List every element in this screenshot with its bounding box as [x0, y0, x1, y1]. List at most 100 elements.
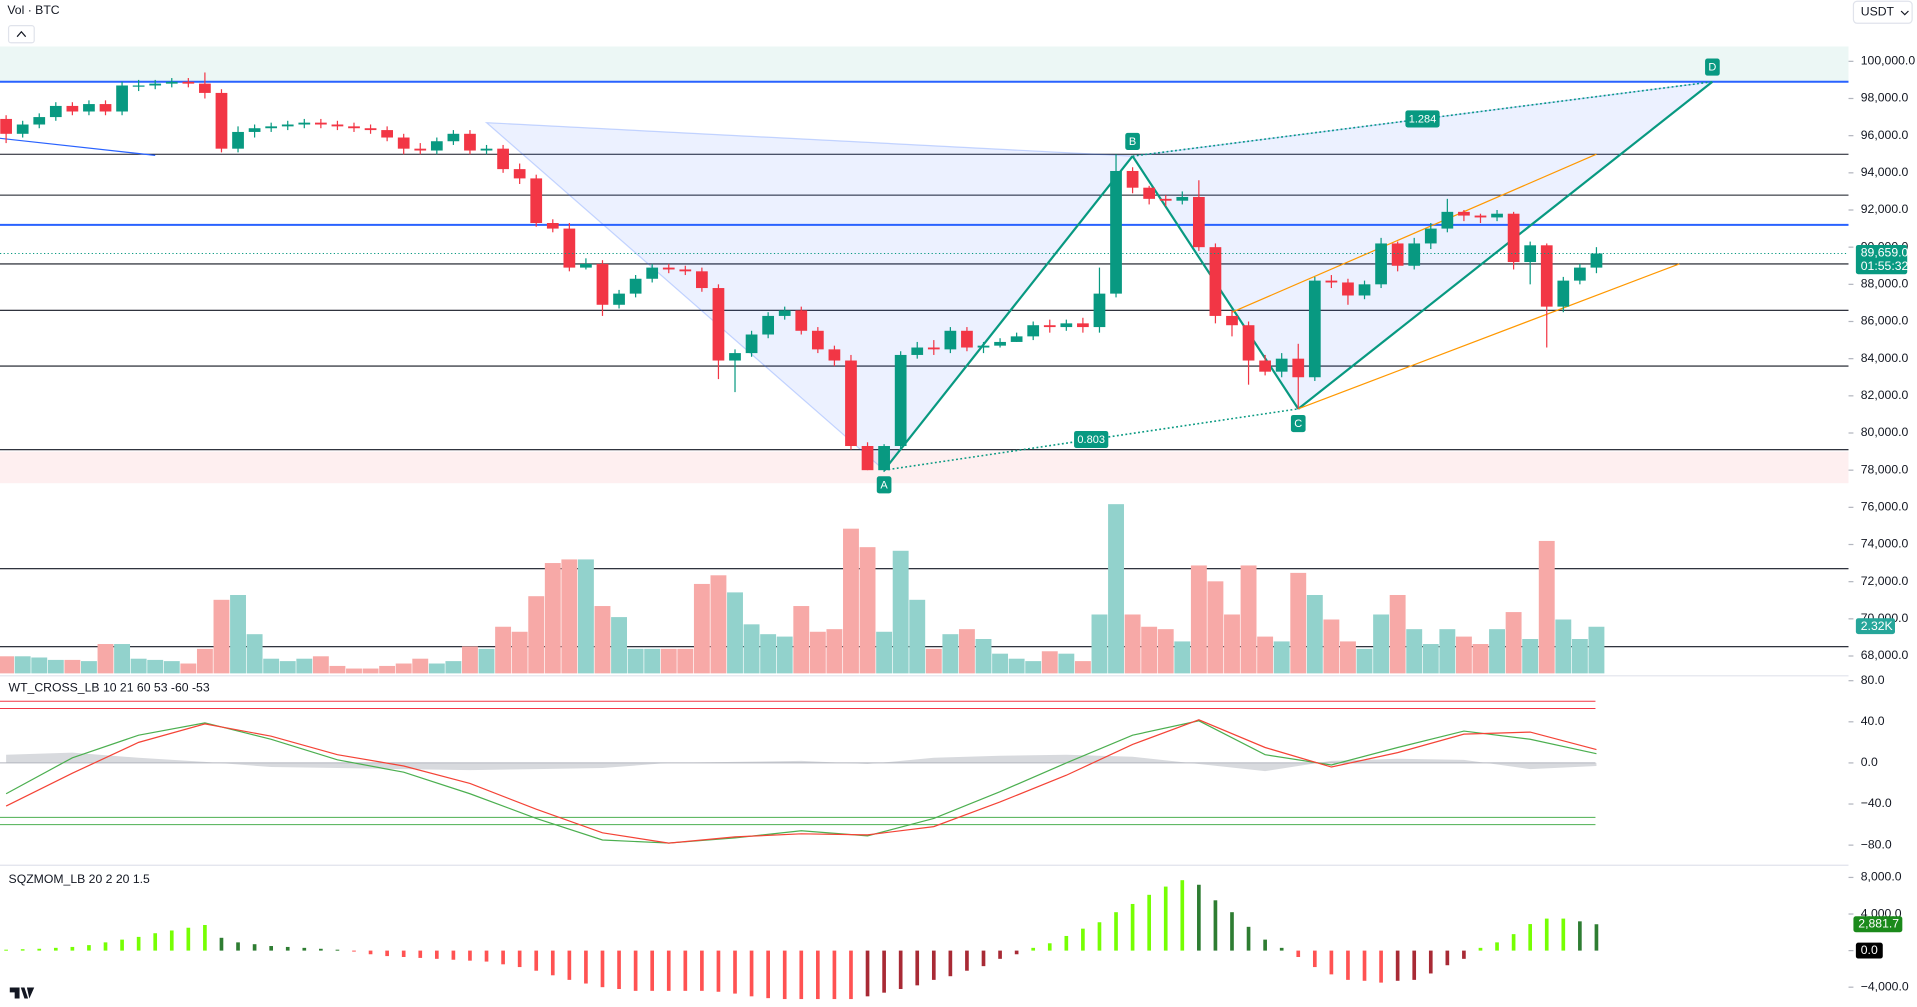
candle-body [1010, 336, 1023, 342]
momentum-bar [20, 949, 25, 951]
y-tick-label: 98,000.0 [1861, 91, 1909, 105]
volume-bar [14, 656, 31, 674]
momentum-bar [700, 950, 704, 991]
momentum-bar [418, 950, 423, 958]
candle-body [33, 117, 46, 125]
volume-bar [230, 594, 246, 674]
candle-body [430, 141, 443, 151]
momentum-bar [1081, 928, 1085, 951]
currency-box[interactable] [1852, 0, 1913, 24]
momentum-bar [816, 950, 820, 1000]
momentum-bar [1064, 935, 1069, 951]
point-box [1290, 414, 1306, 433]
logo [9, 987, 35, 999]
candle-body [530, 178, 543, 224]
candle-body [994, 341, 1006, 346]
candle-body [132, 85, 145, 87]
symbol-title: Vol · BTC [7, 3, 59, 17]
momentum-bar [1296, 950, 1301, 958]
momentum-bar [153, 933, 158, 951]
candle-body [1358, 284, 1371, 296]
candle-body [878, 446, 890, 471]
y-tick-label: −80.0 [1861, 837, 1892, 851]
candle-body [1043, 325, 1056, 328]
candle-body [811, 330, 824, 350]
point-label: A [880, 479, 888, 491]
volume-bar [710, 575, 727, 674]
momentum-bar [534, 950, 539, 971]
trend-line [1231, 153, 1597, 313]
volume-bar [279, 661, 296, 674]
volume-bar [462, 646, 478, 674]
momentum-bar [1114, 912, 1118, 951]
y-tick-label: 94,000.0 [1861, 165, 1909, 179]
countdown-label: 01:55:32 [1861, 259, 1909, 273]
momentum-value-label: 2,881.7 [1858, 916, 1899, 930]
candle-body [1209, 247, 1222, 316]
momentum-bar [169, 930, 174, 951]
volume-bar [1356, 648, 1373, 674]
candle-body [1424, 228, 1437, 244]
trend-line [0, 137, 156, 156]
momentum-bar [766, 950, 770, 999]
momentum-bar [799, 950, 804, 1000]
candle-body [298, 122, 311, 125]
volume-bar [1522, 639, 1539, 674]
candle-body [480, 148, 493, 151]
momentum-bar [931, 950, 936, 980]
signal-label: 0.0 [1861, 943, 1878, 957]
point-label: D [1708, 62, 1716, 74]
volume-bar [213, 599, 230, 674]
volume-bar [1190, 565, 1207, 674]
candle-body [1077, 323, 1089, 328]
y-tick-label: 40.0 [1861, 714, 1885, 728]
volume-bar [925, 648, 942, 674]
volume-bar [793, 606, 810, 674]
momentum-bar [136, 936, 141, 951]
candle-body [961, 330, 973, 348]
y-tick-label: 80.0 [1861, 673, 1885, 687]
candle-body [1391, 243, 1404, 266]
volume-bar [428, 663, 445, 674]
momentum-bar [1197, 884, 1201, 951]
momentum-bar [1130, 903, 1135, 951]
y-tick-label: 86,000.0 [1861, 314, 1909, 328]
plot-layers: 1.284 0.803 A B C D [0, 46, 1849, 1000]
wt-line [5, 720, 1597, 844]
volume-bar [776, 636, 793, 674]
momentum-bar [1362, 950, 1367, 981]
volume-bar [445, 661, 462, 674]
zone [0, 46, 1849, 82]
collapse-button[interactable] [7, 25, 35, 44]
momentum-bar [70, 946, 75, 951]
volume-bar [1571, 639, 1588, 674]
candle-body [778, 310, 791, 316]
last-price-box [1855, 244, 1908, 275]
candle-body [1474, 215, 1487, 218]
candle-body [232, 131, 244, 149]
volume-bar [577, 559, 594, 674]
volume-bar [180, 663, 197, 674]
volume-value-box [1855, 618, 1895, 635]
candle-body [1375, 243, 1387, 285]
candle-body [762, 315, 775, 335]
candle-body [563, 228, 576, 268]
point-box [876, 476, 892, 494]
momentum-bar [53, 947, 58, 951]
volume-bar [528, 596, 545, 674]
button-box[interactable] [7, 25, 35, 44]
momentum-bar [219, 937, 224, 951]
momentum-bar [617, 950, 621, 990]
y-tick-label: 0.0 [1861, 755, 1878, 769]
candle-body [248, 128, 261, 132]
currency-button[interactable]: USDT [1852, 0, 1913, 24]
volume-bar [1273, 641, 1290, 674]
candle-body [165, 81, 178, 84]
candle-body [1143, 187, 1156, 199]
momentum-bar [666, 950, 671, 991]
momentum-bar [1097, 922, 1102, 951]
candle-body [861, 446, 874, 471]
volume-bar [296, 658, 313, 674]
candle-body [1226, 315, 1238, 326]
candle-body [1110, 170, 1122, 294]
